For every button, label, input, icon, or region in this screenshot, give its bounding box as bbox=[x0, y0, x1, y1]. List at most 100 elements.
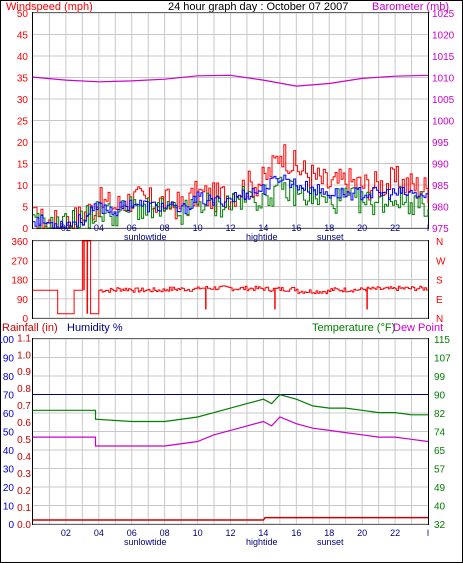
marker-hightide: hightide bbox=[246, 232, 278, 242]
marker-sunset-bottom: sunset bbox=[317, 537, 344, 547]
x-tick-label: 08 bbox=[160, 223, 170, 233]
y-temp-tick-label: 90 bbox=[434, 391, 446, 402]
y-right-tick-label: 1005 bbox=[432, 95, 455, 106]
windspeed-axis-label: Windspeed (mph) bbox=[6, 1, 93, 13]
y-humidity-tick-label: 50 bbox=[3, 428, 15, 439]
y-left-tick-label: 25 bbox=[17, 117, 29, 128]
y-right-tick-label: 1015 bbox=[432, 52, 455, 63]
y-dir-compass-label: W bbox=[436, 256, 446, 267]
y-humidity-tick-label: 30 bbox=[3, 465, 15, 476]
y-dir-tick-label: 0 bbox=[22, 314, 28, 325]
x-tick-label: 08 bbox=[160, 528, 170, 538]
y-rain-tick-label: 0.5 bbox=[17, 435, 31, 446]
marker-sunlowtide: sunlowtide bbox=[124, 232, 167, 242]
y-right-tick-label: 985 bbox=[432, 181, 449, 192]
dewpoint-axis-label: Dew Point bbox=[393, 322, 443, 334]
marker-sunlowtide-bottom: sunlowtide bbox=[124, 537, 167, 547]
series-wind-blue bbox=[33, 174, 429, 229]
y-rain-tick-label: 0.9 bbox=[17, 367, 31, 378]
rainfall-axis-label: Rainfall (in) bbox=[2, 322, 58, 334]
y-dir-tick-label: 270 bbox=[11, 256, 28, 267]
x-tick-label: l bbox=[427, 528, 429, 538]
y-left-tick-label: 40 bbox=[17, 52, 29, 63]
x-tick-label: 16 bbox=[291, 223, 301, 233]
y-left-tick-label: 0 bbox=[22, 224, 28, 235]
y-rain-tick-label: 1.0 bbox=[17, 350, 31, 361]
y-dir-compass-label: N bbox=[436, 237, 443, 248]
y-right-tick-label: 980 bbox=[432, 203, 449, 214]
y-left-tick-label: 5 bbox=[22, 203, 28, 214]
y-right-tick-label: 1025 bbox=[432, 9, 455, 20]
x-tick-label: 14 bbox=[258, 528, 268, 538]
y-rain-tick-label: 0.3 bbox=[17, 469, 31, 480]
y-dir-compass-label: S bbox=[436, 276, 443, 287]
y-left-tick-label: 10 bbox=[17, 181, 29, 192]
x-tick-label: 16 bbox=[291, 528, 301, 538]
x-tick-label: 14 bbox=[258, 223, 268, 233]
y-temp-tick-label: 57 bbox=[434, 465, 446, 476]
y-left-tick-label: 35 bbox=[17, 74, 29, 85]
y-left-tick-label: 30 bbox=[17, 95, 29, 106]
series-wind-green bbox=[33, 176, 429, 229]
y-rain-tick-label: 0.6 bbox=[17, 418, 31, 429]
y-rain-tick-label: 0.1 bbox=[17, 503, 31, 514]
y-humidity-tick-label: 80 bbox=[3, 372, 15, 383]
series-wind-direction bbox=[33, 240, 429, 315]
y-humidity-tick-label: 20 bbox=[3, 483, 15, 494]
marker-hightide-bottom: hightide bbox=[246, 537, 278, 547]
x-tick-label: 12 bbox=[225, 223, 235, 233]
y-rain-tick-label: 0.0 bbox=[17, 520, 31, 531]
series-temperature bbox=[33, 394, 428, 423]
y-dir-compass-label: N bbox=[436, 314, 443, 325]
y-dir-compass-label: E bbox=[436, 295, 443, 306]
y-temp-tick-label: 74 bbox=[434, 428, 446, 439]
barometer-axis-label: Barometer (mb) bbox=[372, 1, 449, 13]
y-humidity-tick-label: 0 bbox=[8, 520, 14, 531]
x-tick-label: 12 bbox=[225, 528, 235, 538]
y-temp-tick-label: 107 bbox=[434, 354, 451, 365]
y-right-tick-label: 995 bbox=[432, 138, 449, 149]
x-tick-label: 18 bbox=[324, 528, 334, 538]
x-tick-label: 02 bbox=[61, 528, 71, 538]
x-tick-label: 06 bbox=[127, 223, 137, 233]
y-left-tick-label: 45 bbox=[17, 31, 29, 42]
y-humidity-tick-label: 90 bbox=[3, 354, 15, 365]
y-temp-tick-label: 49 bbox=[434, 483, 446, 494]
y-humidity-tick-label: 10 bbox=[3, 502, 15, 513]
chart-title: 24 hour graph day : October 07 2007 bbox=[168, 1, 348, 13]
y-temp-tick-label: 82 bbox=[434, 409, 446, 420]
x-tick-label: l bbox=[427, 223, 429, 233]
y-right-tick-label: 1010 bbox=[432, 74, 455, 85]
marker-sunset: sunset bbox=[317, 232, 344, 242]
x-tick-label: 10 bbox=[193, 528, 203, 538]
x-tick-label: 10 bbox=[193, 223, 203, 233]
x-tick-label: 20 bbox=[357, 223, 367, 233]
y-humidity-tick-label: 100 bbox=[0, 335, 14, 346]
y-right-tick-label: 1020 bbox=[432, 31, 455, 42]
y-temp-tick-label: 115 bbox=[434, 335, 450, 346]
x-tick-label: 04 bbox=[94, 223, 104, 233]
y-dir-tick-label: 90 bbox=[17, 295, 29, 306]
x-tick-label: 04 bbox=[94, 528, 104, 538]
y-right-tick-label: 990 bbox=[432, 160, 449, 171]
y-right-tick-label: 1000 bbox=[432, 117, 455, 128]
x-tick-label: 02 bbox=[61, 223, 71, 233]
x-tick-label: 06 bbox=[127, 528, 137, 538]
y-rain-tick-label: 0.7 bbox=[17, 401, 31, 412]
y-right-tick-label: 975 bbox=[432, 224, 449, 235]
y-humidity-tick-label: 40 bbox=[3, 446, 15, 457]
y-rain-tick-label: 0.8 bbox=[17, 384, 31, 395]
x-tick-label: 20 bbox=[357, 528, 367, 538]
y-rain-tick-label: 0.4 bbox=[17, 452, 31, 463]
y-left-tick-label: 50 bbox=[17, 9, 29, 20]
y-humidity-tick-label: 60 bbox=[3, 409, 15, 420]
series-barometer bbox=[32, 74, 429, 87]
y-dir-tick-label: 360 bbox=[11, 237, 28, 248]
series-rainfall bbox=[33, 516, 428, 521]
x-tick-label: 22 bbox=[390, 223, 400, 233]
x-tick-label: 22 bbox=[390, 528, 400, 538]
series-dewpoint bbox=[33, 416, 429, 447]
